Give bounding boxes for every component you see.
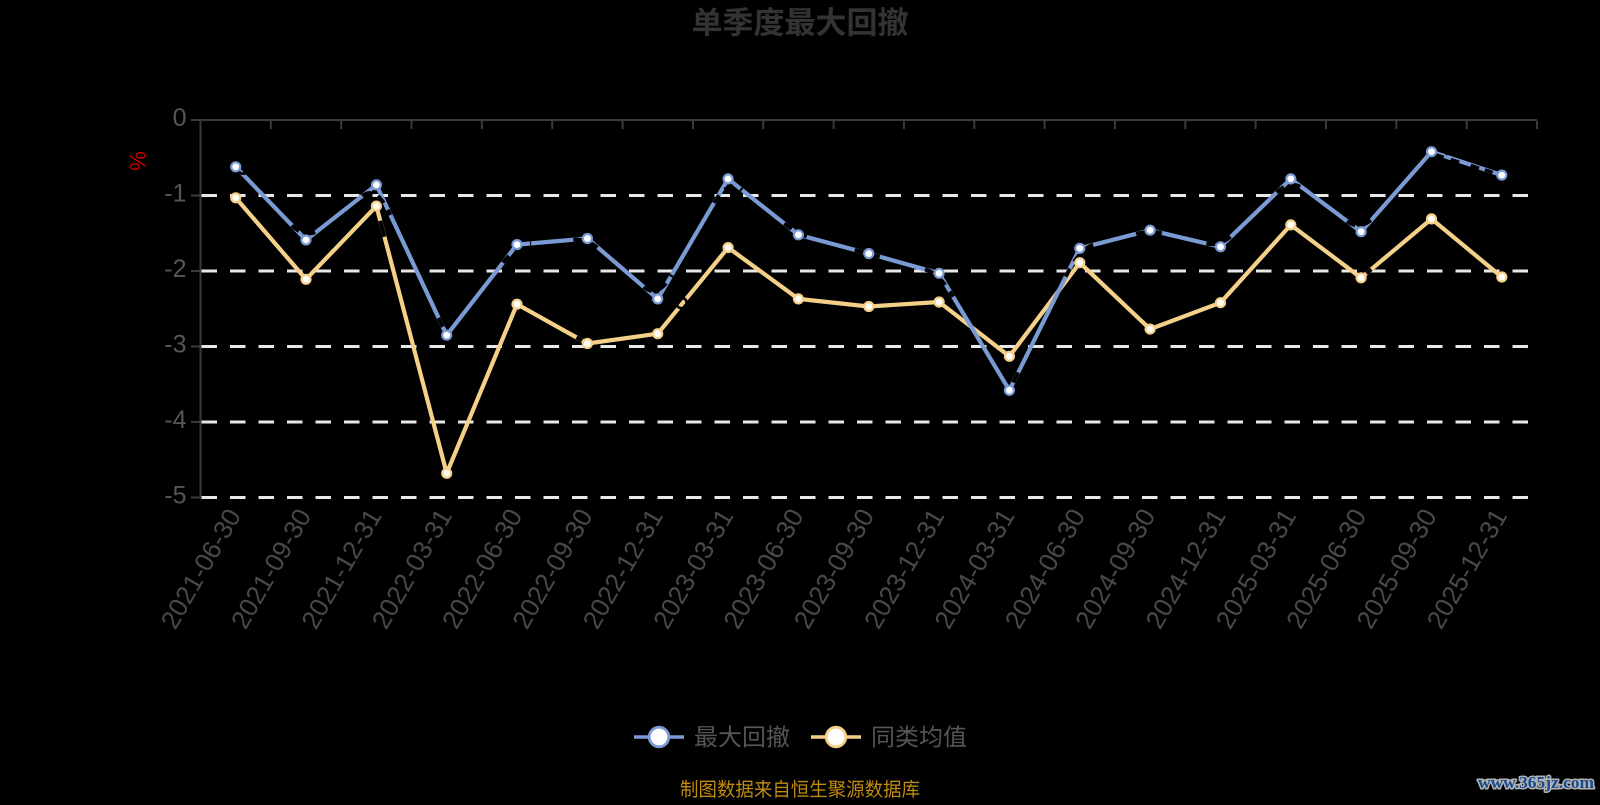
- svg-text:-2: -2: [164, 255, 186, 283]
- svg-text:www.365jz.com: www.365jz.com: [1478, 773, 1594, 792]
- svg-text:-1: -1: [164, 180, 186, 208]
- svg-text:-4: -4: [164, 406, 186, 434]
- svg-text:-5: -5: [164, 482, 186, 510]
- svg-text:0: 0: [173, 104, 187, 132]
- svg-text:%: %: [125, 151, 150, 171]
- svg-text:-3: -3: [164, 331, 186, 359]
